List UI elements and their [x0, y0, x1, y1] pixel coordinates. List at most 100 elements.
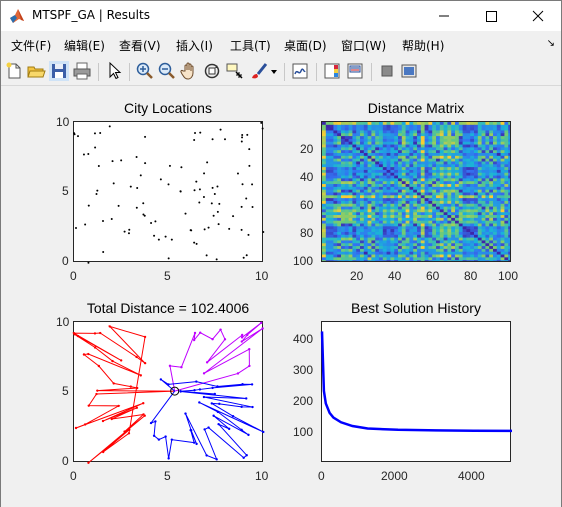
- heatmap-cell: [455, 150, 460, 154]
- rotate-3d-icon[interactable]: [202, 61, 222, 81]
- heatmap-cell: [390, 234, 395, 239]
- heatmap-cell: [481, 189, 486, 193]
- heatmap-cell: [363, 181, 369, 185]
- route-city-point: [139, 374, 142, 377]
- heatmap-cell: [363, 164, 369, 168]
- insert-colorbar-icon[interactable]: [322, 61, 342, 81]
- heatmap-cell: [417, 229, 422, 233]
- brush-icon[interactable]: [249, 61, 269, 81]
- heatmap-cell: [466, 141, 471, 146]
- heatmap-cell: [413, 246, 418, 250]
- menu-edit[interactable]: 编辑(E): [64, 39, 105, 53]
- x-tick: 20: [350, 269, 364, 283]
- heatmap-cell: [344, 195, 350, 199]
- heatmap-cell: [375, 212, 380, 216]
- heatmap-cell: [462, 130, 467, 134]
- new-figure-icon[interactable]: [4, 61, 24, 81]
- heatmap-cell: [417, 141, 422, 146]
- heatmap-cell: [367, 251, 372, 256]
- heatmap-cell: [508, 246, 510, 250]
- heatmap-cell: [405, 181, 410, 185]
- pan-icon[interactable]: [179, 61, 199, 81]
- heatmap-cell: [325, 254, 331, 258]
- heatmap-cell: [322, 164, 327, 168]
- heatmap-cell: [466, 130, 471, 134]
- heatmap-cell: [420, 122, 426, 126]
- heatmap-cell: [337, 251, 342, 256]
- insert-legend-icon[interactable]: [345, 61, 365, 81]
- heatmap-cell: [379, 167, 384, 171]
- heatmap-cell: [405, 246, 410, 250]
- heatmap-cell: [348, 175, 353, 179]
- minimize-button[interactable]: [421, 1, 467, 31]
- heatmap-cell: [386, 130, 391, 134]
- menu-file[interactable]: 文件(F): [11, 39, 52, 53]
- close-button[interactable]: [515, 1, 561, 31]
- heatmap-cell: [508, 240, 510, 244]
- heatmap-cell: [462, 184, 467, 188]
- heatmap-cell: [356, 203, 361, 208]
- heatmap-cell: [398, 167, 403, 171]
- heatmap-cell: [424, 206, 429, 210]
- route-city-point: [213, 392, 217, 396]
- zoom-out-icon[interactable]: [157, 61, 177, 81]
- heatmap-cell: [367, 184, 372, 188]
- maximize-button[interactable]: [468, 1, 514, 31]
- menu-help[interactable]: 帮助(H): [402, 39, 445, 53]
- routes-axes[interactable]: [72, 321, 265, 464]
- heatmap-cell: [481, 144, 486, 148]
- open-file-icon[interactable]: [26, 61, 46, 81]
- city-point: [129, 185, 132, 188]
- heatmap-cell: [481, 136, 486, 140]
- heatmap-cell: [474, 186, 479, 191]
- heatmap-cell: [474, 133, 479, 137]
- title-bar[interactable]: MTSPF_GA | Results: [1, 1, 561, 31]
- heatmap-cell: [462, 161, 467, 165]
- heatmap-cell: [489, 220, 494, 225]
- heatmap-cell: [474, 215, 479, 219]
- menu-desktop[interactable]: 桌面(D): [284, 39, 327, 53]
- heatmap-cell: [451, 231, 456, 236]
- heatmap-cell: [344, 217, 350, 222]
- menu-insert[interactable]: 插入(I): [176, 39, 213, 53]
- route-city-point: [117, 404, 120, 408]
- print-icon[interactable]: [72, 61, 92, 81]
- heatmap-cell: [413, 260, 418, 261]
- heatmap-cell: [466, 136, 471, 140]
- heatmap-cell: [462, 212, 467, 216]
- heatmap-cell: [466, 144, 471, 148]
- data-cursor-icon[interactable]: [225, 61, 245, 81]
- city-locations-axes[interactable]: [73, 121, 265, 264]
- heatmap-cell: [352, 130, 357, 134]
- heatmap-cell: [508, 189, 510, 193]
- show-plot-tools-icon[interactable]: [399, 61, 419, 81]
- link-plot-icon[interactable]: [290, 61, 310, 81]
- heatmap-cell: [398, 184, 403, 188]
- menu-view[interactable]: 查看(V): [119, 39, 161, 53]
- menu-window[interactable]: 窗口(W): [341, 39, 387, 53]
- heatmap-cell: [341, 155, 346, 160]
- heatmap-cell: [379, 198, 384, 202]
- heatmap-cell: [360, 229, 365, 233]
- dropdown-arrow-icon[interactable]: [269, 61, 279, 81]
- pointer-icon[interactable]: [104, 61, 124, 81]
- heatmap-cell: [470, 223, 475, 227]
- heatmap-cell: [424, 237, 429, 241]
- heatmap-cell: [443, 127, 448, 131]
- menu-dock-arrow-icon[interactable]: ↘: [546, 38, 555, 49]
- distance-matrix-axes[interactable]: [321, 121, 511, 262]
- history-axes[interactable]: [320, 321, 513, 462]
- route-city-point: [123, 430, 126, 433]
- heatmap-cell: [413, 133, 418, 137]
- heatmap-cell: [367, 246, 372, 250]
- heatmap-cell: [466, 254, 471, 258]
- heatmap-cell: [466, 203, 471, 208]
- hide-plot-tools-icon[interactable]: [377, 61, 397, 81]
- menu-tools[interactable]: 工具(T): [230, 39, 271, 53]
- heatmap-cell: [367, 209, 372, 213]
- heatmap-cell: [462, 203, 467, 208]
- save-icon[interactable]: [49, 61, 69, 81]
- heatmap-cell: [390, 130, 395, 134]
- zoom-in-icon[interactable]: [135, 61, 155, 81]
- heatmap-cell: [493, 206, 498, 210]
